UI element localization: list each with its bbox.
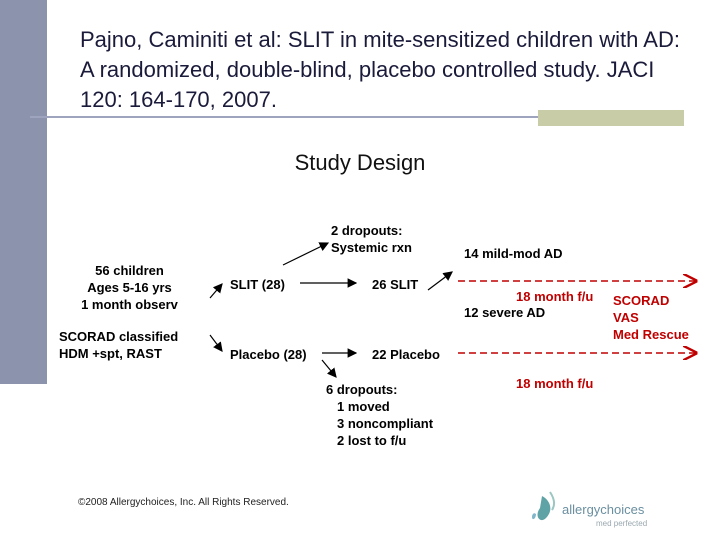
placebo-followup-label: 18 month f/u (516, 376, 594, 391)
population-box: 56 children Ages 5-16 yrs 1 month observ (73, 262, 186, 313)
allergychoices-logo: allergychoices med perfected (528, 486, 678, 530)
slit-dropouts-line-1: 2 dropouts: (331, 223, 403, 238)
placebo-dropouts-line-2: 1 moved (337, 399, 390, 414)
population-line-1: 56 children (95, 263, 164, 278)
title-underline (30, 116, 538, 118)
mild-mod-ad-label: 14 mild-mod AD (464, 246, 563, 261)
title-underline-accent (538, 110, 684, 126)
slit-remaining-label: 26 SLIT (372, 277, 419, 292)
arrow-to-placebo (209, 334, 223, 352)
screening-line-2: HDM +spt, RAST (59, 346, 162, 361)
placebo-dropouts-line-3: 3 noncompliant (337, 416, 434, 431)
slit-arm-label: SLIT (28) (230, 277, 285, 292)
placebo-arm-label: Placebo (28) (230, 347, 307, 362)
copyright-notice: ©2008 Allergychoices, Inc. All Rights Re… (78, 497, 289, 508)
outcome-vas: VAS (613, 310, 639, 325)
arrow-placebo-dropouts (321, 359, 337, 378)
severe-ad-label: 12 severe AD (464, 305, 546, 320)
slit-followup-label: 18 month f/u (516, 289, 594, 304)
screening-box: SCORAD classified HDM +spt, RAST (59, 328, 178, 362)
screening-line-1: SCORAD classified (59, 329, 179, 344)
left-sidebar-bar (0, 0, 47, 384)
slit-dropouts-line-2: Systemic rxn (331, 240, 412, 255)
logo-tagline-text: med perfected (596, 519, 647, 528)
arrow-slit-dropouts (282, 242, 330, 266)
arrow-26-to-severity (427, 271, 453, 291)
diagram-subtitle: Study Design (294, 150, 426, 175)
logo-brand-text: allergychoices (562, 502, 645, 517)
arrow-to-slit (209, 283, 223, 299)
placebo-dropouts-line-1: 6 dropouts: (326, 382, 398, 397)
population-line-3: 1 month observ (81, 297, 178, 312)
outcomes-box: SCORAD VAS Med Rescue (613, 292, 689, 343)
placebo-remaining-label: 22 Placebo (372, 347, 440, 362)
slide-title: Pajno, Caminiti et al: SLIT in mite-sens… (80, 27, 680, 112)
outcome-scorad: SCORAD (613, 293, 670, 308)
outcome-med-rescue: Med Rescue (613, 327, 689, 342)
logo-mark-icon: allergychoices med perfected (532, 491, 647, 528)
placebo-dropouts-box: 6 dropouts: 1 moved 3 noncompliant 2 los… (326, 381, 433, 449)
slit-dropouts-box: 2 dropouts: Systemic rxn (331, 222, 412, 256)
population-line-2: Ages 5-16 yrs (87, 280, 172, 295)
placebo-dropouts-line-4: 2 lost to f/u (337, 433, 407, 448)
